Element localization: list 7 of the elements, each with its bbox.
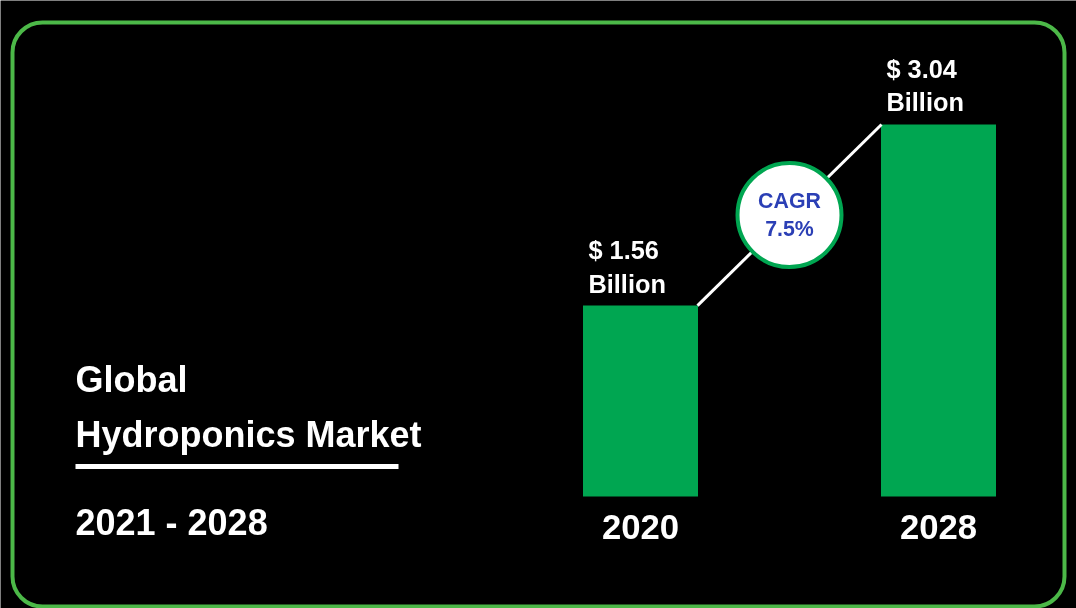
x-tick-label: 2028	[899, 507, 978, 546]
x-tick-label: 2020	[601, 507, 680, 546]
data-label: $ 3.04 Billion	[886, 54, 964, 117]
text: 2021 - 2028	[75, 502, 268, 543]
text: Global Hydroponics Market	[75, 358, 422, 455]
annotation: CAGR 7.5%	[758, 188, 821, 242]
data-label: $ 1.56 Billion	[588, 236, 666, 298]
